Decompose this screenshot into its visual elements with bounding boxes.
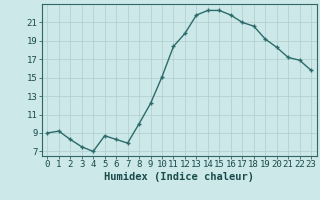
X-axis label: Humidex (Indice chaleur): Humidex (Indice chaleur) <box>104 172 254 182</box>
